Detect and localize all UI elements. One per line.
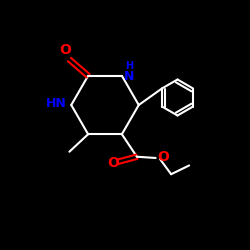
Text: H: H xyxy=(125,61,133,71)
Text: N: N xyxy=(124,70,134,83)
Text: O: O xyxy=(59,42,71,56)
Text: HN: HN xyxy=(46,97,67,110)
Text: O: O xyxy=(157,150,169,164)
Text: O: O xyxy=(107,156,119,170)
